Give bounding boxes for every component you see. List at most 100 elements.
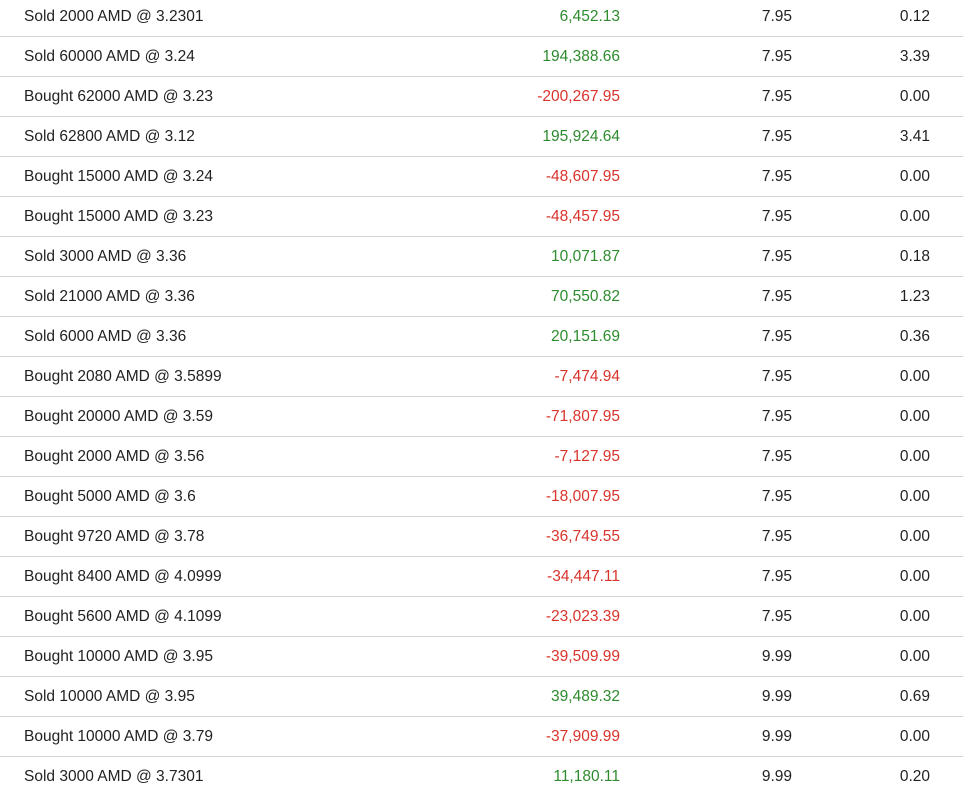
commission-cell: 7.95 <box>761 8 792 25</box>
amount-cell: -7,474.94 <box>554 368 621 385</box>
table-row: Bought 5600 AMD @ 4.1099 -23,023.39 7.95 0.… <box>0 597 963 637</box>
commission-cell: 9.99 <box>761 728 792 745</box>
description-cell: Bought 62000 AMD @ 3.23 <box>24 88 213 105</box>
commission-cell: 7.95 <box>761 368 792 385</box>
description-cell: Bought 2080 AMD @ 3.5899 <box>24 368 222 385</box>
commission-cell: 9.99 <box>761 648 792 665</box>
table-row: Bought 9720 AMD @ 3.78 -36,749.55 7.95 0.00 <box>0 517 963 557</box>
description-cell: Bought 15000 AMD @ 3.23 <box>24 208 213 225</box>
amount-cell: 195,924.64 <box>542 128 620 145</box>
commission-cell: 7.95 <box>761 448 792 465</box>
table-row: Bought 10000 AMD @ 3.79 -37,909.99 9.99 0.0… <box>0 717 963 757</box>
fee-cell: 3.41 <box>899 128 930 145</box>
commission-cell: 7.95 <box>761 128 792 145</box>
description-cell: Sold 10000 AMD @ 3.95 <box>24 688 195 705</box>
description-cell: Sold 3000 AMD @ 3.7301 <box>24 768 204 785</box>
amount-cell: 70,550.82 <box>551 288 620 305</box>
commission-cell: 7.95 <box>761 248 792 265</box>
fee-cell: 0.00 <box>899 88 930 105</box>
description-cell: Bought 20000 AMD @ 3.59 <box>24 408 213 425</box>
commission-cell: 7.95 <box>761 288 792 305</box>
description-cell: Sold 62800 AMD @ 3.12 <box>24 128 195 145</box>
fee-cell: 1.23 <box>899 288 930 305</box>
amount-cell: 194,388.66 <box>542 48 620 65</box>
table-row: Bought 2000 AMD @ 3.56 -7,127.95 7.95 0.00 <box>0 437 963 477</box>
fee-cell: 0.00 <box>899 408 930 425</box>
commission-cell: 7.95 <box>761 568 792 585</box>
amount-cell: -200,267.95 <box>537 88 620 105</box>
amount-cell: -37,909.99 <box>545 728 620 745</box>
amount-cell: -18,007.95 <box>545 488 620 505</box>
description-cell: Sold 60000 AMD @ 3.24 <box>24 48 195 65</box>
fee-cell: 0.00 <box>899 568 930 585</box>
fee-cell: 0.00 <box>899 208 930 225</box>
amount-cell: 39,489.32 <box>551 688 620 705</box>
amount-cell: 6,452.13 <box>559 8 620 25</box>
fee-cell: 0.00 <box>899 528 930 545</box>
table-row: Bought 5000 AMD @ 3.6 -18,007.95 7.95 0.00 <box>0 477 963 517</box>
fee-cell: 0.69 <box>899 688 930 705</box>
commission-cell: 7.95 <box>761 208 792 225</box>
commission-cell: 7.95 <box>761 528 792 545</box>
amount-cell: -36,749.55 <box>545 528 620 545</box>
description-cell: Bought 8400 AMD @ 4.0999 <box>24 568 222 585</box>
amount-cell: -23,023.39 <box>545 608 620 625</box>
commission-cell: 7.95 <box>761 488 792 505</box>
amount-cell: -7,127.95 <box>554 448 621 465</box>
description-cell: Bought 15000 AMD @ 3.24 <box>24 168 213 185</box>
amount-cell: 20,151.69 <box>551 328 620 345</box>
fee-cell: 0.18 <box>899 248 930 265</box>
fee-cell: 0.20 <box>899 768 930 785</box>
table-row: Bought 10000 AMD @ 3.95 -39,509.99 9.99 0.0… <box>0 637 963 677</box>
fee-cell: 0.00 <box>899 728 930 745</box>
table-row: Bought 15000 AMD @ 3.24 -48,607.95 7.95 0.0… <box>0 157 963 197</box>
fee-cell: 0.00 <box>899 488 930 505</box>
fee-cell: 0.00 <box>899 608 930 625</box>
fee-cell: 0.00 <box>899 168 930 185</box>
description-cell: Sold 21000 AMD @ 3.36 <box>24 288 195 305</box>
table-row: Sold 10000 AMD @ 3.95 39,489.32 9.99 0.69 <box>0 677 963 717</box>
table-row: Sold 60000 AMD @ 3.24 194,388.66 7.95 3.39 <box>0 37 963 77</box>
table-row: Sold 6000 AMD @ 3.36 20,151.69 7.95 0.36 <box>0 317 963 357</box>
amount-cell: -71,807.95 <box>545 408 620 425</box>
table-row: Sold 3000 AMD @ 3.36 10,071.87 7.95 0.18 <box>0 237 963 277</box>
table-row: Bought 15000 AMD @ 3.23 -48,457.95 7.95 0.0… <box>0 197 963 237</box>
description-cell: Sold 6000 AMD @ 3.36 <box>24 328 187 345</box>
table-row: Bought 62000 AMD @ 3.23 -200,267.95 7.95 0.… <box>0 77 963 117</box>
commission-cell: 9.99 <box>761 688 792 705</box>
commission-cell: 9.99 <box>761 768 792 785</box>
fee-cell: 0.00 <box>899 648 930 665</box>
table-row: Sold 62800 AMD @ 3.12 195,924.64 7.95 3.41 <box>0 117 963 157</box>
fee-cell: 0.36 <box>899 328 930 345</box>
commission-cell: 7.95 <box>761 328 792 345</box>
description-cell: Sold 2000 AMD @ 3.2301 <box>24 8 204 25</box>
table-row: Sold 2000 AMD @ 3.2301 6,452.13 7.95 0.12 <box>0 0 963 37</box>
amount-cell: -48,457.95 <box>545 208 620 225</box>
description-cell: Sold 3000 AMD @ 3.36 <box>24 248 187 265</box>
table-row: Bought 2080 AMD @ 3.5899 -7,474.94 7.95 0.0… <box>0 357 963 397</box>
commission-cell: 7.95 <box>761 48 792 65</box>
amount-cell: 11,180.11 <box>553 768 620 785</box>
description-cell: Bought 5600 AMD @ 4.1099 <box>24 608 222 625</box>
amount-cell: -48,607.95 <box>545 168 620 185</box>
description-cell: Bought 10000 AMD @ 3.79 <box>24 728 213 745</box>
fee-cell: 0.12 <box>899 8 930 25</box>
amount-cell: 10,071.87 <box>551 248 620 265</box>
fee-cell: 0.00 <box>899 448 930 465</box>
fee-cell: 3.39 <box>899 48 930 65</box>
commission-cell: 7.95 <box>761 608 792 625</box>
commission-cell: 7.95 <box>761 408 792 425</box>
description-cell: Bought 10000 AMD @ 3.95 <box>24 648 213 665</box>
commission-cell: 7.95 <box>761 88 792 105</box>
description-cell: Bought 5000 AMD @ 3.6 <box>24 488 196 505</box>
commission-cell: 7.95 <box>761 168 792 185</box>
table-row: Sold 3000 AMD @ 3.7301 11,180.11 9.99 0.20 <box>0 757 963 796</box>
table-row: Sold 21000 AMD @ 3.36 70,550.82 7.95 1.23 <box>0 277 963 317</box>
description-cell: Bought 9720 AMD @ 3.78 <box>24 528 205 545</box>
fee-cell: 0.00 <box>899 368 930 385</box>
amount-cell: -34,447.11 <box>547 568 620 585</box>
table-row: Bought 8400 AMD @ 4.0999 -34,447.11 7.95 0.… <box>0 557 963 597</box>
amount-cell: -39,509.99 <box>545 648 620 665</box>
description-cell: Bought 2000 AMD @ 3.56 <box>24 448 205 465</box>
